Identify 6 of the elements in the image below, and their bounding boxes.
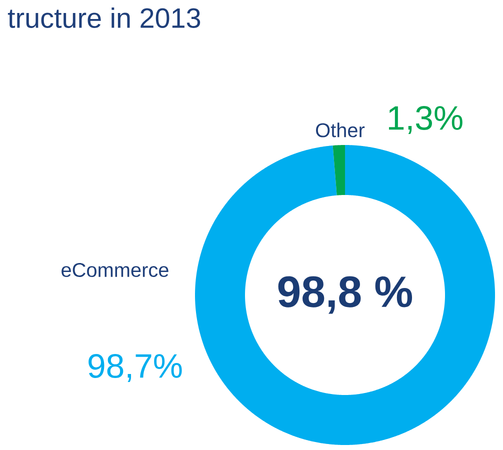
- data-label: 98,7%: [88, 354, 182, 382]
- data-label: 1,3%: [388, 106, 462, 134]
- chart-title: tructure in 2013: [8, 8, 200, 28]
- slice-label: Other: [316, 122, 365, 138]
- text: 98,8 %: [278, 276, 412, 314]
- slice-label: eCommerce: [62, 262, 168, 278]
